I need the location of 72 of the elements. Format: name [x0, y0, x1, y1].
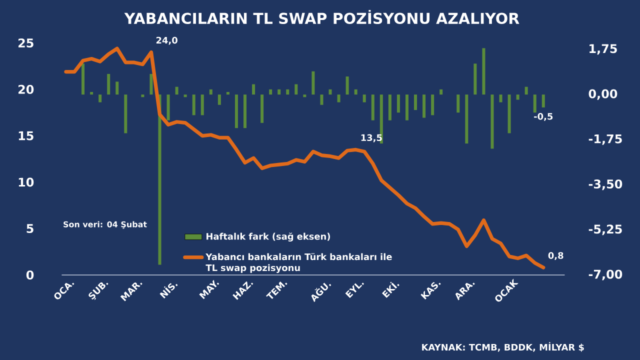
legend-label: Haftalık fark (sağ eksen) [206, 232, 330, 242]
text: KAYNAK: TCMB, BDDK, MİLYAR $ [422, 342, 584, 352]
bar [542, 94, 545, 108]
bar [82, 64, 85, 95]
y-tick-label: 15 [18, 131, 34, 140]
bar [286, 89, 290, 95]
bar [312, 71, 315, 95]
bar [490, 94, 494, 149]
bar [244, 94, 246, 128]
y2-tick-label: -7,00 [588, 270, 622, 280]
bar [209, 89, 212, 95]
bar [294, 84, 298, 95]
bar [346, 76, 349, 95]
bar [474, 64, 477, 95]
bar [166, 94, 170, 120]
bar [184, 94, 187, 98]
bar [124, 94, 128, 134]
bar [388, 94, 392, 120]
bar [465, 94, 468, 144]
bar [116, 82, 119, 95]
bar [141, 94, 144, 98]
bar [431, 94, 434, 116]
y2-tick-label: -1,75 [588, 134, 622, 145]
bar [371, 94, 374, 120]
bar [524, 86, 528, 95]
y-tick-label: 25 [18, 38, 34, 48]
bar [90, 92, 94, 95]
bar [218, 94, 221, 105]
bar [456, 94, 460, 113]
data-label: 13,5 [361, 134, 382, 142]
bar [320, 94, 324, 105]
bar [98, 94, 102, 102]
bar [396, 94, 400, 113]
bar [440, 89, 443, 95]
bar [328, 89, 332, 95]
bar [269, 89, 272, 95]
y-tick-label: 20 [18, 84, 34, 94]
bar [107, 74, 110, 95]
bar [533, 94, 536, 113]
y2-tick-label: 0,00 [588, 89, 618, 100]
y-tick-label: 5 [26, 224, 34, 234]
y-tick-label: 10 [18, 178, 34, 187]
data-label: -0,5 [534, 112, 553, 121]
bar [354, 89, 358, 95]
bar [362, 94, 366, 102]
y2-tick-label: -5,25 [588, 224, 622, 236]
bar [192, 94, 196, 116]
bar [482, 48, 486, 95]
bar [234, 94, 238, 128]
bar [303, 94, 306, 98]
legend-label: Yabancı bankaların Türk bankaları ile TL swap pozisyonu [206, 253, 392, 273]
bar [226, 92, 230, 95]
bar [278, 89, 281, 95]
data-label: 24,0 [156, 36, 178, 45]
bar [422, 94, 426, 118]
bar [252, 84, 256, 95]
bar [158, 94, 162, 265]
bar [405, 94, 408, 120]
data-label: 0,8 [548, 252, 564, 260]
y2-tick-label: 1,75 [590, 44, 617, 55]
bar [150, 74, 153, 95]
bar [414, 94, 418, 110]
y-tick-label: 0 [26, 270, 34, 280]
bar [516, 94, 520, 100]
bar [508, 94, 511, 134]
bar [175, 86, 178, 95]
chart-title: YABANCILARIN TL SWAP POZİSYONU AZALIYOR [124, 10, 520, 24]
y2-tick-label: -3,50 [588, 179, 622, 190]
bar [499, 94, 502, 102]
bar [337, 94, 340, 102]
bar [260, 94, 264, 123]
bar [200, 94, 204, 116]
